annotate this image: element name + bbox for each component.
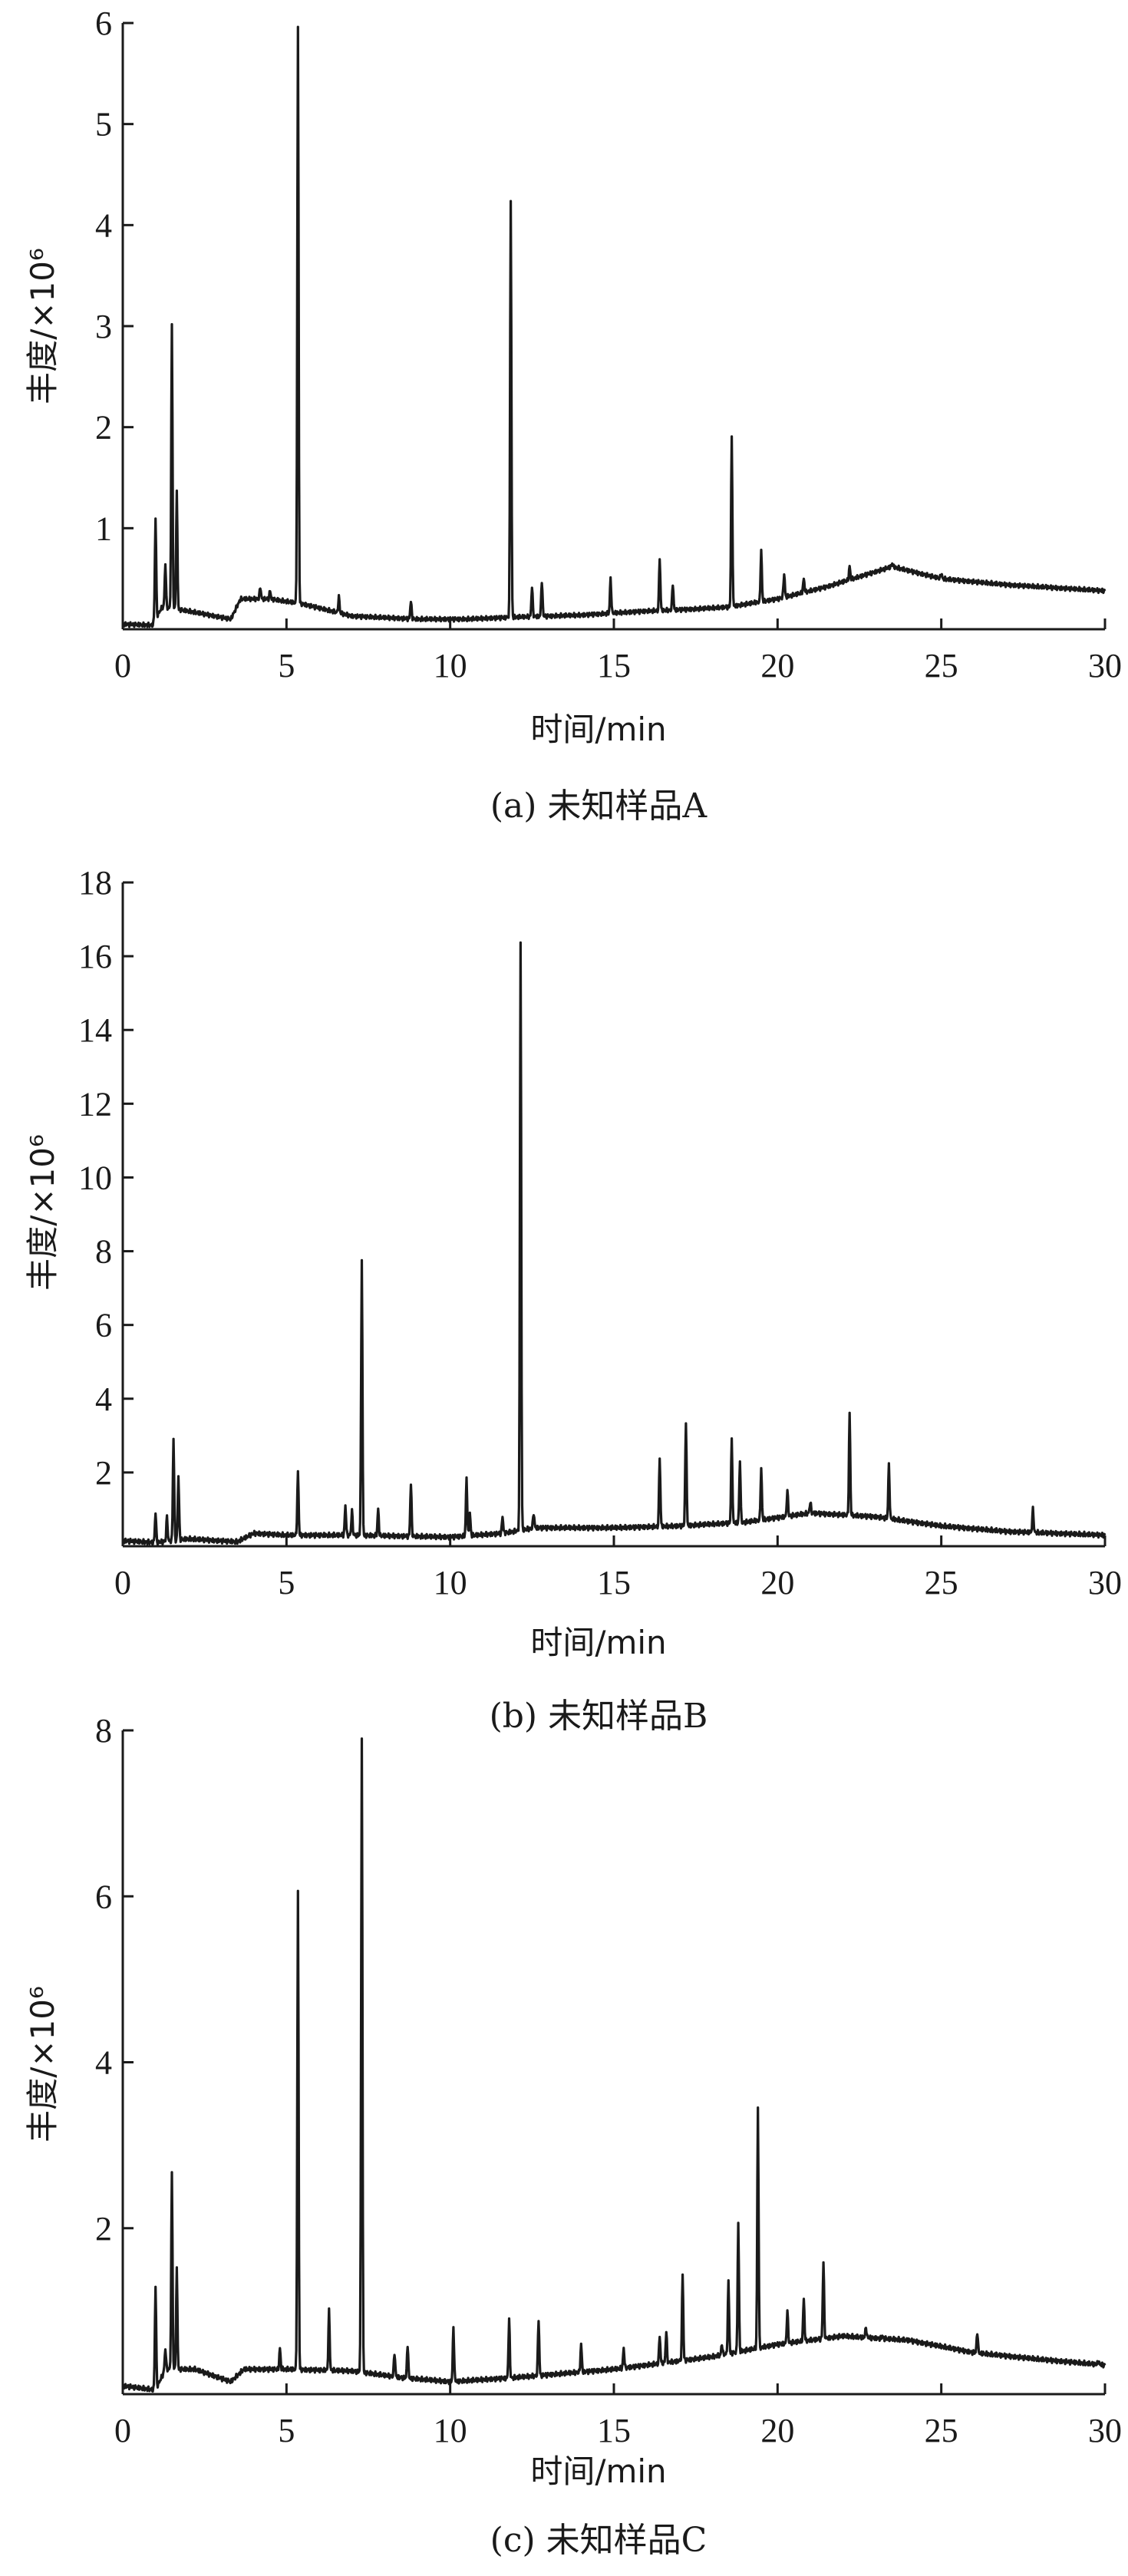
x-tick-label: 30 — [1088, 2412, 1122, 2449]
y-tick-label: 4 — [95, 2044, 112, 2082]
chart-caption-a: (a) 未知样品A — [490, 787, 708, 826]
y-ticks: 1 2 3 4 5 6 — [95, 5, 134, 547]
x-tick-label: 25 — [925, 2412, 958, 2449]
chart-c: 2 4 6 8 0 5 10 15 20 25 30 丰度/×10⁶ 时间/min (c) 未知样… — [24, 1712, 1122, 2560]
y-tick-label: 14 — [78, 1011, 112, 1049]
chart-b: 2 4 6 8 10 12 14 16 18 0 5 10 15 20 25 30 丰度/×10⁶ 时间/m… — [24, 864, 1122, 1736]
x-tick-label: 0 — [114, 2412, 131, 2449]
x-axis-label: 时间/min — [530, 711, 666, 748]
y-axis-label: 丰度/×10⁶ — [24, 248, 61, 404]
x-tick-label: 0 — [114, 647, 131, 684]
x-tick-label: 5 — [278, 647, 295, 684]
y-tick-label: 12 — [78, 1085, 112, 1123]
x-ticks: 0 5 10 15 20 25 30 — [114, 618, 1122, 684]
x-tick-label: 30 — [1088, 1564, 1122, 1601]
chart-a: 1 2 3 4 5 6 0 5 10 15 20 25 30 丰度/×10⁶ 时间/min (a) 未… — [24, 5, 1122, 826]
y-tick-label: 16 — [78, 938, 112, 975]
chromatogram-trace-b — [121, 941, 1107, 1546]
chart-caption-c: (c) 未知样品C — [490, 2521, 707, 2560]
chromatogram-trace-c — [121, 1737, 1107, 2393]
y-tick-label: 2 — [95, 2210, 112, 2248]
x-tick-label: 5 — [278, 2412, 295, 2449]
y-tick-label: 1 — [95, 510, 112, 547]
y-tick-label: 6 — [95, 1307, 112, 1344]
y-axis-label: 丰度/×10⁶ — [24, 1986, 61, 2142]
x-axis-label: 时间/min — [530, 1624, 666, 1661]
y-tick-label: 2 — [95, 1454, 112, 1492]
chart-caption-b: (b) 未知样品B — [490, 1697, 708, 1736]
y-ticks: 2 4 6 8 — [95, 1712, 134, 2248]
x-tick-label: 15 — [597, 647, 631, 684]
y-tick-label: 5 — [95, 106, 112, 143]
x-tick-label: 20 — [760, 647, 794, 684]
x-tick-label: 5 — [278, 1564, 295, 1601]
x-tick-label: 15 — [597, 2412, 631, 2449]
y-axis-label: 丰度/×10⁶ — [24, 1134, 61, 1291]
y-tick-label: 4 — [95, 1380, 112, 1418]
x-tick-label: 10 — [434, 2412, 467, 2449]
y-tick-label: 18 — [78, 864, 112, 902]
x-ticks: 0 5 10 15 20 25 30 — [114, 1535, 1122, 1601]
y-tick-label: 4 — [95, 206, 112, 244]
x-tick-label: 25 — [925, 647, 958, 684]
y-tick-label: 6 — [95, 5, 112, 42]
y-tick-label: 8 — [95, 1712, 112, 1750]
x-tick-label: 30 — [1088, 647, 1122, 684]
chromatogram-trace-a — [121, 25, 1107, 628]
y-ticks: 2 4 6 8 10 12 14 16 18 — [78, 864, 134, 1492]
y-tick-label: 10 — [78, 1159, 112, 1196]
x-tick-label: 10 — [434, 1564, 467, 1601]
x-tick-label: 25 — [925, 1564, 958, 1601]
y-tick-label: 2 — [95, 409, 112, 447]
x-axis-label: 时间/min — [530, 2452, 666, 2490]
x-tick-label: 20 — [760, 2412, 794, 2449]
y-tick-label: 6 — [95, 1878, 112, 1915]
x-tick-label: 20 — [760, 1564, 794, 1601]
x-tick-label: 15 — [597, 1564, 631, 1601]
y-tick-label: 3 — [95, 308, 112, 345]
y-tick-label: 8 — [95, 1233, 112, 1271]
x-tick-label: 0 — [114, 1564, 131, 1601]
x-ticks: 0 5 10 15 20 25 30 — [114, 2383, 1122, 2449]
x-tick-label: 10 — [434, 647, 467, 684]
